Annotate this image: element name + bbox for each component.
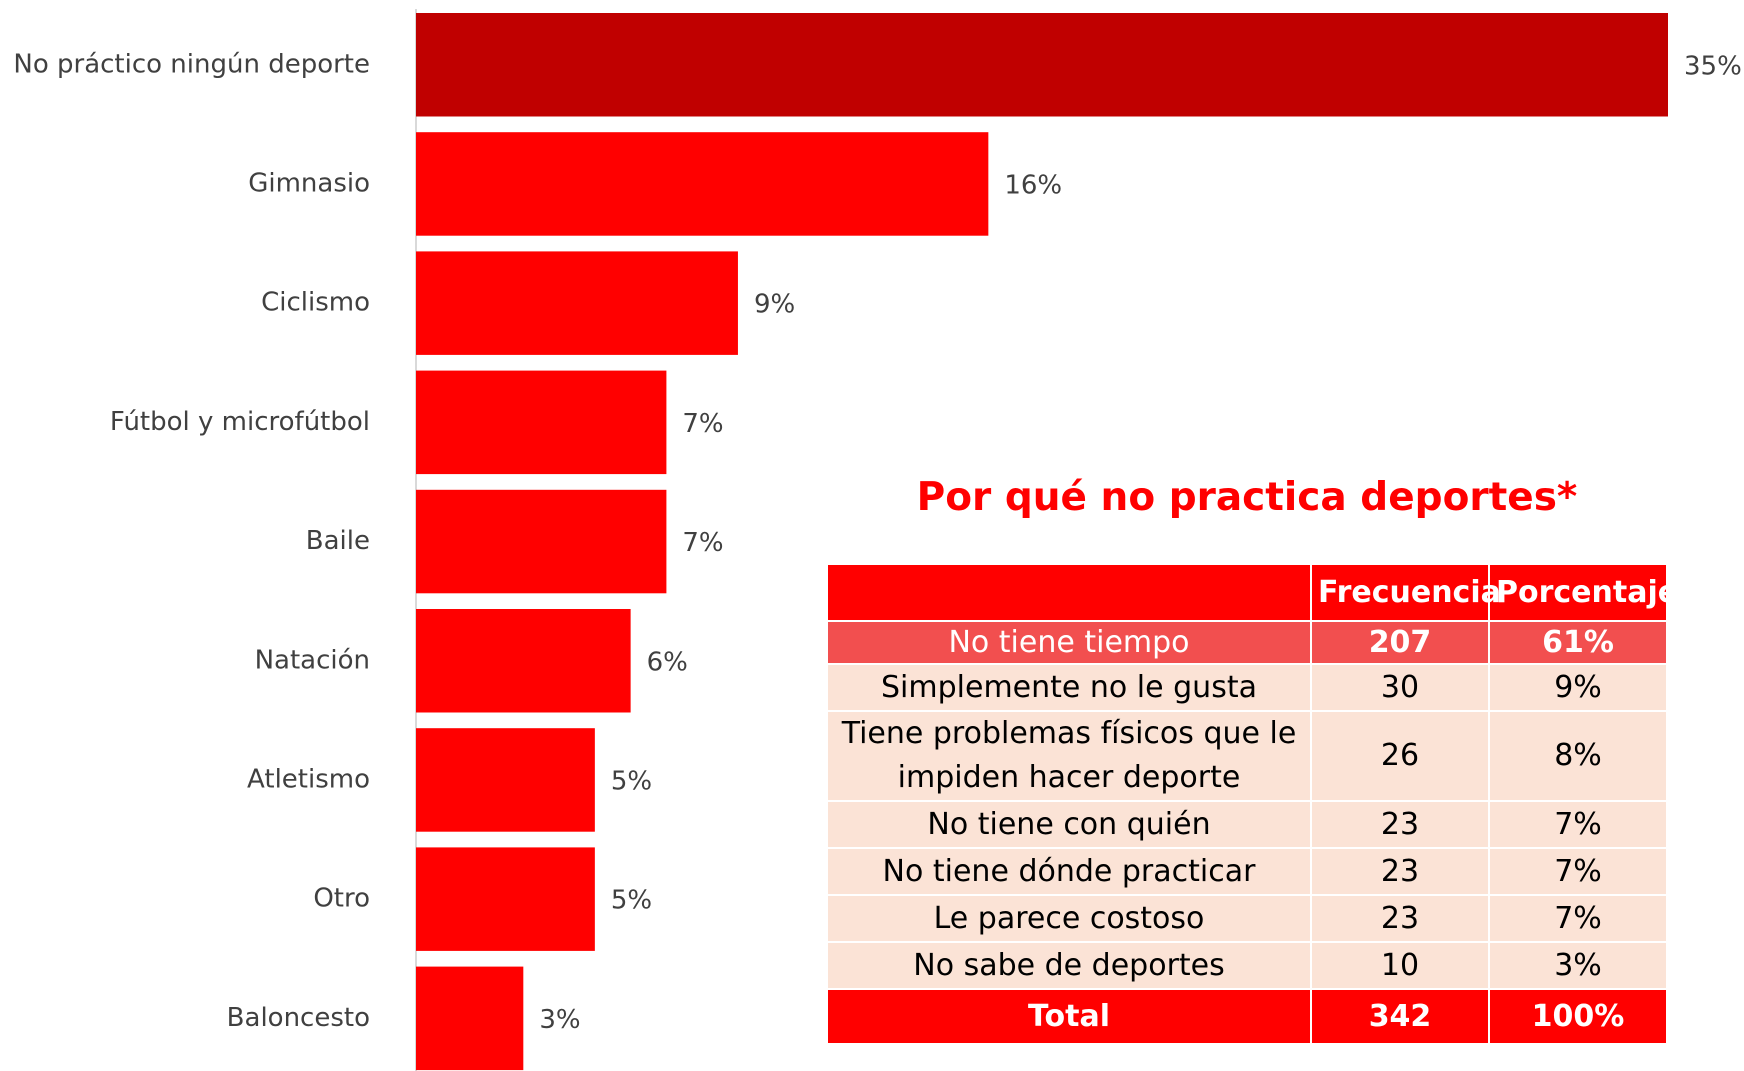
total-cell: 100% — [1490, 990, 1666, 1043]
value-label: 7% — [682, 409, 723, 439]
category-label: Otro — [313, 884, 370, 914]
value-cell: 7% — [1490, 896, 1666, 941]
bar — [416, 728, 595, 832]
category-label: Ciclismo — [261, 288, 370, 318]
value-cell: 9% — [1490, 665, 1666, 710]
bar — [416, 966, 524, 1071]
total-cell: Total — [828, 990, 1310, 1043]
table-row: Simplemente no le gusta 30 9% — [828, 665, 1666, 710]
bar — [416, 609, 631, 713]
total-row: Total 342 100% — [828, 990, 1666, 1043]
category-label: Baloncesto — [227, 1003, 370, 1033]
value-cell: 3% — [1490, 943, 1666, 988]
value-cell: 10 — [1312, 943, 1488, 988]
category-label: No práctico ningún deporte — [13, 49, 370, 79]
reason-cell: No sabe de deportes — [828, 943, 1310, 988]
table-row: No tiene dónde practicar 23 7% — [828, 849, 1666, 894]
bar — [416, 132, 989, 236]
table-row: No tiene tiempo 207 61% — [828, 622, 1666, 663]
value-cell: 30 — [1312, 665, 1488, 710]
value-cell: 7% — [1490, 849, 1666, 894]
category-label: Baile — [306, 526, 370, 556]
table-row: No tiene con quién 23 7% — [828, 802, 1666, 847]
table-body: Frecuencia Porcentaje No tiene tiempo 207… — [828, 565, 1678, 1043]
value-cell: 26 — [1312, 712, 1488, 800]
bar — [416, 489, 667, 594]
value-label: 9% — [754, 290, 795, 320]
value-label: 5% — [611, 766, 652, 796]
value-label: 16% — [1004, 170, 1062, 200]
bar — [416, 13, 1668, 117]
category-label: Natación — [255, 645, 370, 675]
value-label: 3% — [539, 1005, 580, 1035]
value-label: 7% — [682, 528, 723, 558]
bar — [416, 370, 667, 475]
category-label: Atletismo — [247, 764, 370, 794]
reason-cell: No tiene con quién — [828, 802, 1310, 847]
header-cell: Frecuencia — [1312, 565, 1501, 620]
table-row: Tiene problemas físicos que le impiden h… — [828, 712, 1666, 800]
header-cell: Porcentaje — [1490, 565, 1678, 620]
table-row: No sabe de deportes 10 3% — [828, 943, 1666, 988]
value-cell: 23 — [1312, 802, 1488, 847]
header-cell — [828, 565, 1310, 620]
value-cell: 23 — [1312, 849, 1488, 894]
value-cell: 8% — [1490, 712, 1666, 800]
value-cell: 207 — [1312, 622, 1488, 663]
reason-cell: No tiene dónde practicar — [828, 849, 1310, 894]
bar — [416, 847, 595, 951]
bar — [416, 251, 738, 355]
reason-cell: No tiene tiempo — [828, 622, 1310, 663]
table: Frecuencia Porcentaje No tiene tiempo 207… — [826, 563, 1678, 1045]
table-row: Le parece costoso 23 7% — [828, 896, 1666, 941]
value-cell: 23 — [1312, 896, 1488, 941]
value-cell: 7% — [1490, 802, 1666, 847]
category-label: Gimnasio — [248, 168, 370, 198]
category-label: Fútbol y microfútbol — [110, 407, 370, 437]
value-label: 5% — [611, 886, 652, 916]
table-title: Por qué no practica deportes* — [916, 475, 1578, 520]
value-label: 6% — [647, 647, 688, 677]
reason-cell: Le parece costoso — [828, 896, 1310, 941]
reason-cell: Tiene problemas físicos que le impiden h… — [828, 712, 1310, 800]
header-row: Frecuencia Porcentaje — [828, 565, 1678, 620]
reason-cell: Simplemente no le gusta — [828, 665, 1310, 710]
value-label: 35% — [1684, 51, 1742, 81]
total-cell: 342 — [1312, 990, 1488, 1043]
value-cell: 61% — [1490, 622, 1666, 663]
